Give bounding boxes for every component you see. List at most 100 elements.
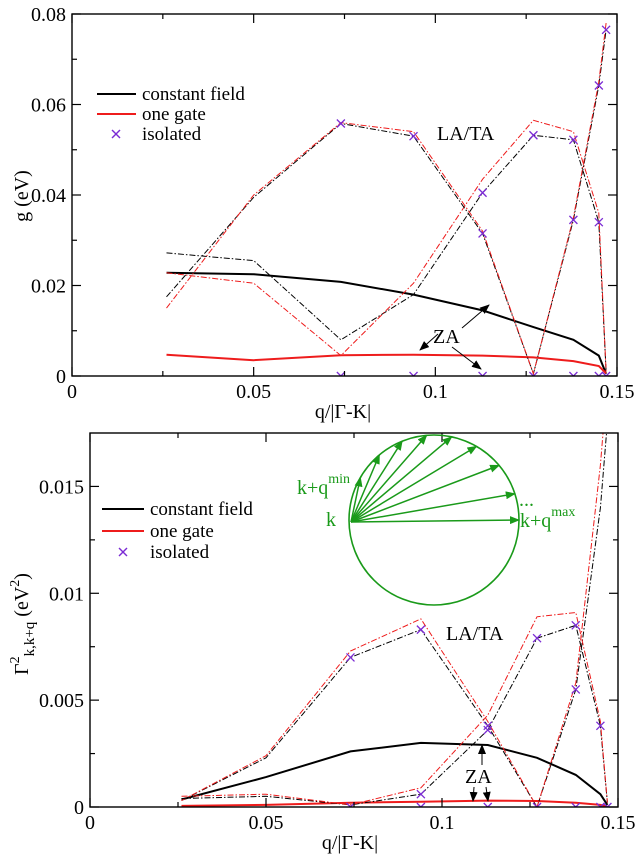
top-y-tick-label: 0.02: [31, 276, 66, 298]
bottom-isolated-marker-3-5: [595, 721, 605, 731]
inset-arrow-1: [350, 453, 381, 523]
top-legend-isolated-label: isolated: [142, 124, 202, 145]
inset-arrow-6: [350, 464, 501, 523]
inset-arrow-2: [350, 440, 403, 523]
top-plot-data: [166, 23, 611, 376]
bottom-annotation-za: ZA: [465, 766, 492, 788]
bottom-isolated-marker-3-1: [416, 625, 426, 635]
top-y-axis-label: g (eV): [11, 170, 33, 222]
svg-text:k+qmax: k+qmax: [520, 505, 575, 532]
top-x-tick-label: 0.15: [600, 381, 635, 403]
top-legend-isolated-marker: [111, 129, 121, 139]
bottom-plot-data: [181, 433, 612, 807]
top-isolated-marker-3-3: [528, 130, 538, 140]
top-isolated-marker-4-2: [594, 81, 604, 90]
bottom-isolated-marker-2-3: [532, 802, 542, 807]
inset-arrow-3: [350, 434, 428, 523]
bottom-y-tick-label: 0: [74, 797, 84, 819]
inset-label-kq-min: k+qmin: [297, 472, 350, 499]
top-isolated-marker-2-4: [568, 371, 578, 376]
bottom-isolated-marker-3-4: [571, 620, 581, 630]
top-isolated-marker-4-1: [568, 215, 578, 225]
top-za-arrow-3: [451, 346, 482, 370]
top-isolated-marker-3-6: [601, 25, 611, 35]
top-isolated-marker-2-3: [528, 371, 538, 376]
top-isolated-marker-2-6: [601, 371, 611, 376]
inset-arrow-7: [350, 491, 516, 523]
bottom-x-tick-label: 0.05: [249, 812, 284, 834]
top-isolated-marker-3-1: [409, 131, 418, 141]
top-isolated-marker-3-2: [478, 188, 488, 198]
bottom-x-tick-label: 0.1: [430, 812, 455, 834]
bottom-isolated-marker-2-4: [571, 802, 581, 807]
top-legend: constant field one gate isolated: [97, 84, 245, 145]
top-x-axis-label: q/|Γ-K|: [315, 401, 371, 423]
inset-arrow-5: [350, 445, 478, 523]
top-x-tick-label: 0.1: [423, 381, 448, 403]
top-dashdot-red-line-8: [166, 23, 607, 376]
top-isolated-marker-4-0: [478, 229, 488, 238]
bottom-legend-one-gate-label: one gate: [150, 521, 214, 542]
bottom-legend-isolated-marker: [118, 547, 128, 557]
top-dashdot-black-line-7: [166, 29, 607, 376]
bottom-dashdot-black-line-7: [181, 624, 608, 806]
inset-arrow-0: [350, 476, 363, 523]
top-za-arrow-2: [419, 333, 439, 351]
bottom-dashdot-red-line-8: [181, 611, 608, 806]
top-isolated-marker-3-4: [568, 135, 578, 145]
bottom-legend-constant-field-label: constant field: [150, 499, 253, 520]
top-x-tick-label: 0: [67, 381, 77, 403]
top-isolated-marker-2-2: [478, 371, 488, 376]
bottom-isolated-marker-2-6: [602, 802, 612, 807]
bottom-isolated-marker-3-3: [532, 633, 542, 643]
inset-arrows: [350, 434, 520, 525]
top-axis-ticks: 0 0.05 0.1 0.15 0 0.02 0.04 0.06 0.08: [31, 4, 635, 403]
top-y-tick-label: 0.06: [31, 95, 66, 117]
bottom-dashdot-black-line-5: [181, 433, 608, 807]
inset-label-ellipsis: ...: [519, 489, 534, 511]
top-y-tick-label: 0.08: [31, 4, 66, 26]
bottom-axis-ticks: 0 0.05 0.1 0.15 0 0.005 0.01 0.015: [39, 433, 636, 834]
bottom-legend-isolated-label: isolated: [150, 542, 210, 563]
bottom-za-arrow-3: [482, 786, 491, 802]
bottom-isolated-marker-4-0: [416, 789, 426, 799]
top-x-tick-label: 0.05: [236, 381, 271, 403]
top-dashdot-black-line-5: [166, 134, 607, 372]
top-y-tick-label: 0: [56, 366, 66, 388]
bottom-isolated-marker-4-2: [571, 684, 581, 694]
top-one-gate-line: [166, 353, 607, 375]
top-panel: 0 0.05 0.1 0.15 0 0.02 0.04 0.06 0.08 q/|Γ-K| g …: [11, 4, 635, 423]
top-isolated-marker-3-0: [336, 119, 346, 128]
bottom-y-tick-label: 0.005: [39, 690, 84, 712]
inset-schematic: k+qmin k ... k+qmax: [297, 434, 575, 606]
inset-arrow-4: [350, 436, 453, 523]
bottom-isolated-marker-2-2: [483, 802, 493, 807]
bottom-y-axis-label: Γ2k,k+q (eV2): [8, 573, 38, 675]
bottom-one-gate-line: [181, 799, 608, 807]
bottom-constant-field-line: [181, 741, 609, 806]
top-annotation-la-ta: LA/TA: [437, 123, 495, 145]
svg-text:Γ2k,k+q (eV2): Γ2k,k+q (eV2): [8, 573, 38, 675]
bottom-y-tick-label: 0.01: [49, 583, 84, 605]
top-za-arrow-1: [461, 304, 490, 329]
top-plot-frame: [71, 13, 618, 377]
bottom-annotation-la-ta: LA/TA: [446, 623, 504, 645]
top-dashdot-red-line-6: [166, 119, 607, 372]
inset-label-kq-max: k+qmax: [520, 505, 575, 532]
bottom-dashdot-red-line-6: [181, 433, 604, 807]
inset-label-k: k: [326, 509, 336, 531]
bottom-za-arrow-2: [469, 786, 478, 802]
top-y-tick-label: 0.04: [31, 185, 66, 207]
bottom-isolated-marker-2-0: [346, 802, 355, 807]
top-legend-one-gate-label: one gate: [142, 104, 206, 125]
bottom-isolated-marker-2-1: [416, 802, 426, 807]
bottom-y-tick-label: 0.015: [39, 476, 84, 498]
bottom-isolated-marker-3-0: [346, 652, 355, 662]
bottom-x-tick-label: 0: [85, 812, 95, 834]
top-isolated-marker-3-5: [594, 217, 604, 227]
bottom-panel: 0 0.05 0.1 0.15 0 0.005 0.01 0.015 q/|Γ-K| Γ2k,…: [8, 432, 636, 854]
bottom-isolated-marker-4-1: [483, 725, 493, 735]
bottom-x-axis-label: q/|Γ-K|: [322, 832, 378, 854]
bottom-isolated-marker-2-5: [595, 802, 605, 807]
